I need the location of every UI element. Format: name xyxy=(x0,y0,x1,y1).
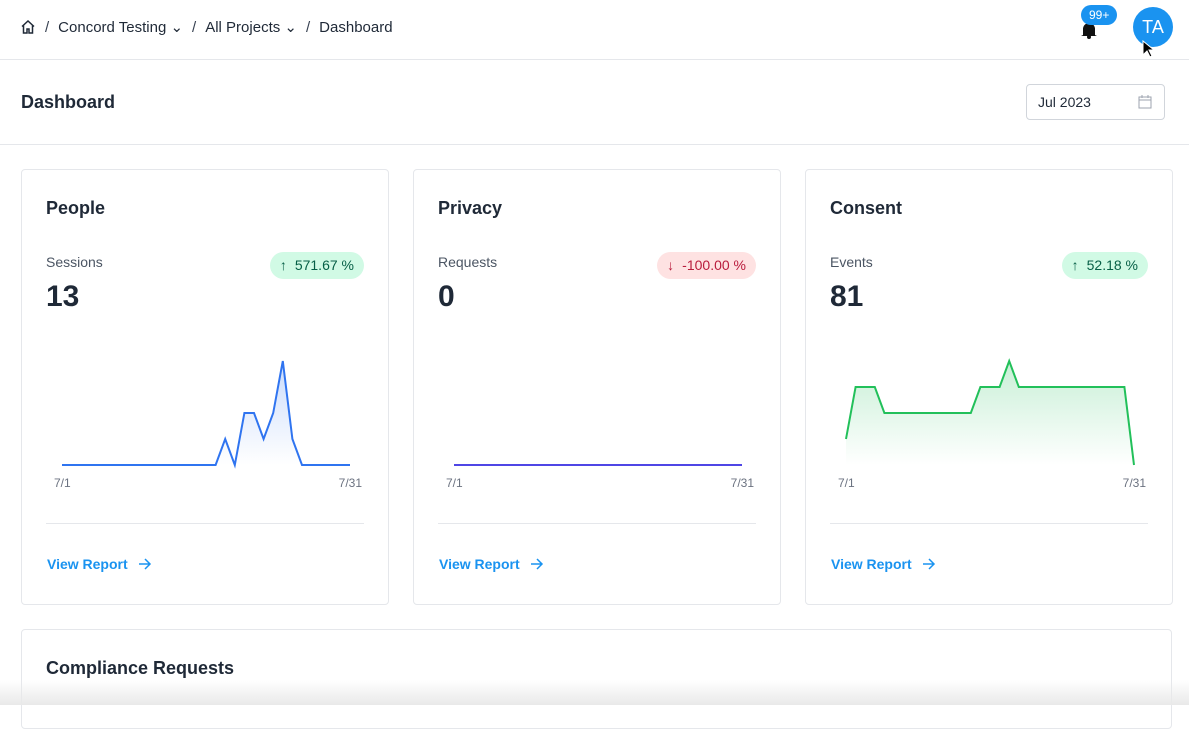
metric-label: Requests xyxy=(438,254,498,270)
view-report-label: View Report xyxy=(47,556,128,572)
date-picker[interactable]: Jul 2023 xyxy=(1026,84,1165,120)
metric-label: Sessions xyxy=(46,254,103,270)
section-title: Compliance Requests xyxy=(46,658,235,678)
project-switcher[interactable]: All Projects ⌄ xyxy=(205,18,297,36)
divider xyxy=(46,523,364,524)
sparkline-chart: 7/1 7/31 xyxy=(446,464,755,490)
arrow-right-icon xyxy=(530,558,543,570)
project-name: All Projects xyxy=(205,19,281,36)
top-bar: / Concord Testing ⌄ / All Projects ⌄ / D… xyxy=(0,0,1189,60)
card-people: People Sessions 13 ↑ 571.67 % 7/1 7/31 Vie… xyxy=(21,169,389,605)
metric-value: 81 xyxy=(830,280,864,313)
calendar-icon xyxy=(1138,95,1152,109)
arrow-down-icon: ↓ xyxy=(667,257,675,273)
view-report-link[interactable]: View Report xyxy=(439,556,544,572)
x-tick-label: 7/31 xyxy=(339,476,363,490)
page-header: Dashboard Jul 2023 xyxy=(0,60,1189,145)
chevron-down-icon: ⌄ xyxy=(284,19,297,36)
arrow-up-icon: ↑ xyxy=(1071,257,1079,273)
card-consent: Consent Events 81 ↑ 52.18 % 7/1 7/31 View … xyxy=(805,169,1173,605)
change-value: 571.67 % xyxy=(294,257,354,273)
metric-value: 0 xyxy=(438,280,455,313)
cursor-icon xyxy=(1142,39,1156,63)
metric-value: 13 xyxy=(46,280,80,313)
x-tick-label: 7/1 xyxy=(838,476,855,490)
org-name: Concord Testing xyxy=(58,19,167,36)
scroll-fade xyxy=(0,680,1189,705)
chart-area xyxy=(62,361,350,465)
page-title: Dashboard xyxy=(21,92,116,112)
org-switcher[interactable]: Concord Testing ⌄ xyxy=(58,18,183,36)
divider xyxy=(830,523,1148,524)
card-title: Consent xyxy=(830,198,902,218)
x-tick-label: 7/1 xyxy=(54,476,71,490)
change-value: 52.18 % xyxy=(1086,257,1138,273)
metric-label: Events xyxy=(830,254,873,270)
view-report-link[interactable]: View Report xyxy=(831,556,936,572)
sparkline-chart: 7/1 7/31 xyxy=(838,358,1147,490)
x-tick-label: 7/31 xyxy=(1123,476,1147,490)
change-badge: ↑ 52.18 % xyxy=(1061,252,1148,279)
view-report-label: View Report xyxy=(831,556,912,572)
x-tick-label: 7/31 xyxy=(731,476,755,490)
date-value: Jul 2023 xyxy=(1038,94,1091,110)
change-badge: ↓ -100.00 % xyxy=(657,252,756,279)
breadcrumb: / Concord Testing ⌄ / All Projects ⌄ / D… xyxy=(20,18,393,36)
compliance-requests-card: Compliance Requests xyxy=(21,629,1172,729)
chevron-down-icon: ⌄ xyxy=(170,19,184,36)
home-icon[interactable] xyxy=(20,19,36,35)
arrow-up-icon: ↑ xyxy=(279,257,287,273)
x-tick-label: 7/1 xyxy=(446,476,463,490)
notification-badge[interactable]: 99+ xyxy=(1081,5,1118,25)
change-badge: ↑ 571.67 % xyxy=(269,252,364,279)
card-privacy: Privacy Requests 0 ↓ -100.00 % 7/1 7/31 Vi… xyxy=(413,169,781,605)
arrow-right-icon xyxy=(922,558,935,570)
arrow-right-icon xyxy=(138,558,151,570)
change-value: -100.00 % xyxy=(682,257,746,273)
sparkline-chart: 7/1 7/31 xyxy=(54,360,363,490)
avatar[interactable]: TA xyxy=(1133,7,1173,47)
card-title: Privacy xyxy=(438,198,503,218)
bell-icon[interactable] xyxy=(1079,20,1099,45)
breadcrumb-current: Dashboard xyxy=(319,18,393,36)
card-title: People xyxy=(46,198,106,218)
chart-line xyxy=(62,360,350,469)
divider xyxy=(438,523,756,524)
chart-line xyxy=(845,358,1135,466)
view-report-label: View Report xyxy=(439,556,520,572)
view-report-link[interactable]: View Report xyxy=(47,556,152,572)
